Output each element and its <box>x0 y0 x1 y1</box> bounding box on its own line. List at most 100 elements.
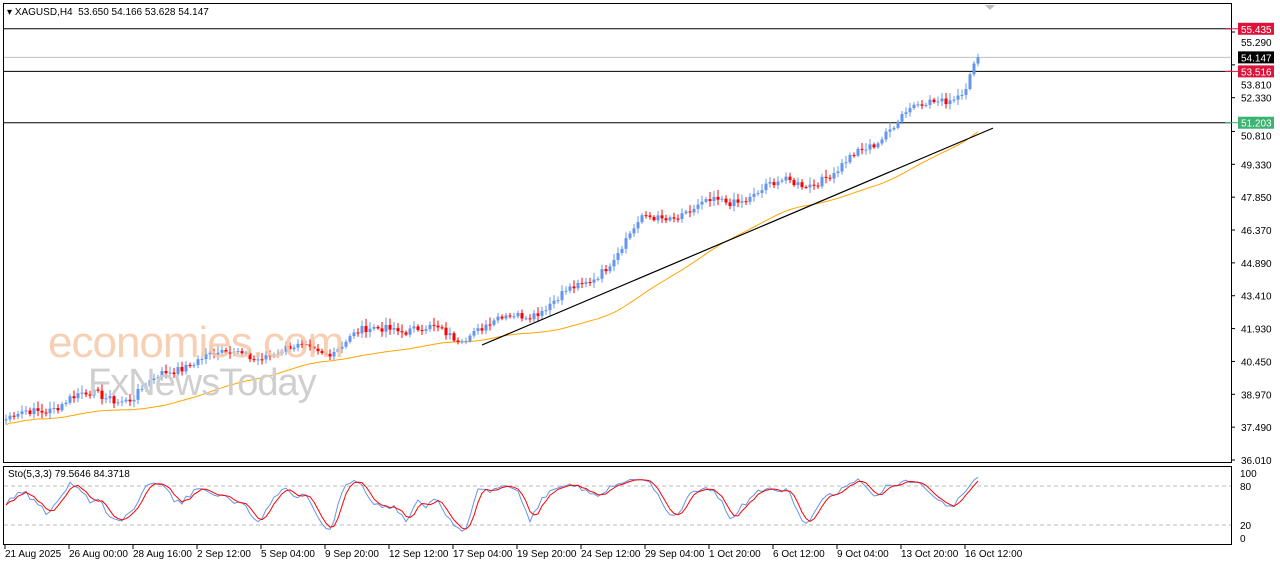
candle <box>632 224 636 237</box>
svg-text:54.147: 54.147 <box>1241 53 1272 64</box>
candle <box>544 305 548 315</box>
candle <box>700 195 704 210</box>
candle <box>460 338 464 344</box>
collapse-triangle-icon[interactable]: ▾ <box>7 7 13 18</box>
main-pane-border <box>3 3 1232 463</box>
candle <box>60 401 64 413</box>
candle <box>24 406 28 415</box>
candle <box>780 178 784 184</box>
candle <box>968 72 972 91</box>
y-tick-label: 40.450 <box>1241 357 1272 368</box>
candle <box>904 107 908 118</box>
candle <box>232 347 236 357</box>
candle <box>620 245 624 256</box>
level-price-tag: 55.435 <box>1225 22 1274 36</box>
candle <box>584 277 588 288</box>
candle <box>352 329 356 339</box>
candle <box>640 213 644 224</box>
candle <box>568 283 572 294</box>
candle <box>972 61 976 77</box>
candle <box>616 247 620 265</box>
candle <box>424 325 428 334</box>
candle <box>812 179 816 190</box>
candle <box>804 185 808 189</box>
candle <box>960 89 964 100</box>
ohlc-values: 53.650 54.166 53.628 54.147 <box>78 7 209 18</box>
candle <box>964 83 968 100</box>
candle <box>784 172 788 184</box>
trendline[interactable] <box>481 127 994 346</box>
svg-text:53.516: 53.516 <box>1241 67 1272 78</box>
candle <box>124 397 128 404</box>
candle <box>672 212 676 223</box>
candle <box>732 192 736 212</box>
candle <box>164 364 168 379</box>
candle <box>296 339 300 352</box>
candle <box>440 324 444 330</box>
candle <box>660 209 664 223</box>
candle <box>420 324 424 336</box>
candle <box>528 314 532 323</box>
shift-marker-icon[interactable] <box>985 5 995 10</box>
candle <box>560 285 564 305</box>
candle <box>876 141 880 149</box>
x-tick-label: 16 Oct 12:00 <box>965 549 1023 560</box>
candle <box>208 346 212 360</box>
x-tick-label: 12 Sep 12:00 <box>389 549 449 560</box>
candle <box>724 195 728 206</box>
candle <box>320 348 324 355</box>
candle <box>668 215 672 222</box>
candle <box>788 172 792 184</box>
candle <box>852 152 856 158</box>
candle <box>628 231 632 241</box>
stoch-level-label: 100 <box>1240 469 1257 480</box>
candle <box>108 389 112 404</box>
candle <box>624 232 628 254</box>
y-tick-label: 52.330 <box>1241 94 1272 105</box>
candle <box>104 393 108 404</box>
candle <box>188 362 192 368</box>
candle <box>600 264 604 283</box>
candle <box>680 208 684 223</box>
candle <box>924 102 928 108</box>
candle <box>676 214 680 223</box>
candle <box>764 178 768 195</box>
candle <box>20 405 24 419</box>
y-tick-label: 44.890 <box>1241 259 1272 270</box>
candle <box>860 142 864 155</box>
candle <box>160 367 164 381</box>
candle <box>52 401 56 414</box>
candle <box>168 366 172 378</box>
candle <box>540 306 544 320</box>
candle <box>472 327 476 339</box>
candle <box>688 205 692 218</box>
candle <box>348 333 352 344</box>
candle <box>312 340 316 354</box>
candle <box>956 88 960 105</box>
candle <box>280 348 284 356</box>
candle <box>324 351 328 356</box>
y-tick-label: 53.810 <box>1241 80 1272 91</box>
candle <box>436 320 440 332</box>
x-tick-label: 13 Oct 20:00 <box>901 549 959 560</box>
candle <box>508 312 512 319</box>
candle <box>224 347 228 355</box>
candle <box>896 119 900 130</box>
candle <box>212 348 216 359</box>
candle <box>872 142 876 149</box>
candle <box>648 212 652 220</box>
candle <box>856 147 860 158</box>
candle <box>712 190 716 206</box>
candle <box>464 337 468 345</box>
candle <box>36 401 40 417</box>
candle <box>144 382 148 392</box>
candle <box>692 204 696 216</box>
candle <box>652 215 656 222</box>
candle <box>792 177 796 187</box>
svg-text:51.203: 51.203 <box>1241 119 1272 130</box>
candle <box>816 182 820 189</box>
candle <box>836 166 840 178</box>
candle <box>892 126 896 131</box>
stoch-level-label: 20 <box>1240 521 1252 532</box>
